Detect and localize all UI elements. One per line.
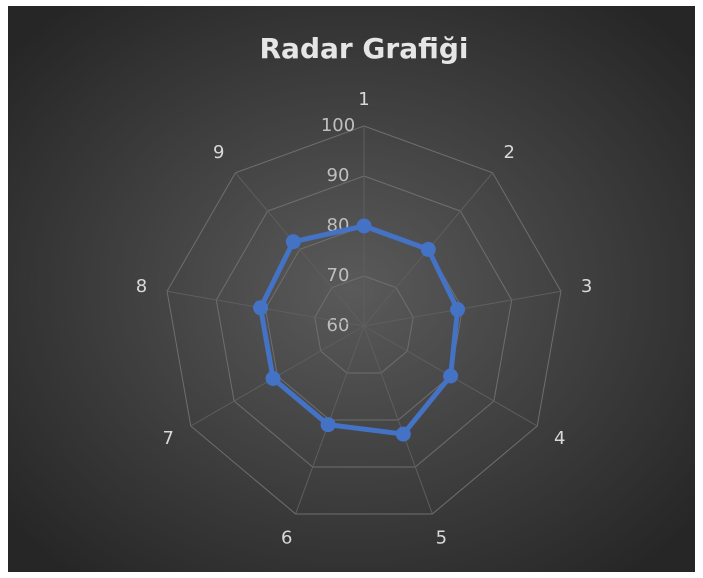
category-label: 5 xyxy=(436,527,447,548)
data-point xyxy=(395,426,411,442)
data-point xyxy=(443,368,459,384)
category-label: 9 xyxy=(213,142,224,163)
tick-label: 100 xyxy=(321,115,355,136)
data-point xyxy=(265,371,281,386)
category-label: 3 xyxy=(581,276,592,297)
tick-label: 70 xyxy=(327,265,350,286)
tick-label: 60 xyxy=(327,315,350,336)
spoke xyxy=(235,172,365,327)
category-label: 8 xyxy=(136,276,147,297)
category-label: 2 xyxy=(504,142,515,163)
series-line xyxy=(258,223,461,437)
spoke xyxy=(363,325,433,515)
category-label: 4 xyxy=(554,428,565,449)
data-point xyxy=(320,417,336,433)
category-label: 7 xyxy=(163,428,174,449)
category-label: 1 xyxy=(358,89,369,110)
data-point xyxy=(420,241,436,257)
data-point xyxy=(356,218,372,234)
grid-ring xyxy=(314,275,414,374)
data-point xyxy=(253,300,269,316)
grid-ring xyxy=(215,175,513,468)
tick-label: 90 xyxy=(327,165,350,186)
chart-title: Radar Grafiği xyxy=(259,32,468,65)
data-point xyxy=(450,302,466,318)
chart-background xyxy=(8,6,695,572)
data-point xyxy=(285,234,301,250)
category-label: 6 xyxy=(281,527,292,548)
grid-ring xyxy=(166,125,562,515)
